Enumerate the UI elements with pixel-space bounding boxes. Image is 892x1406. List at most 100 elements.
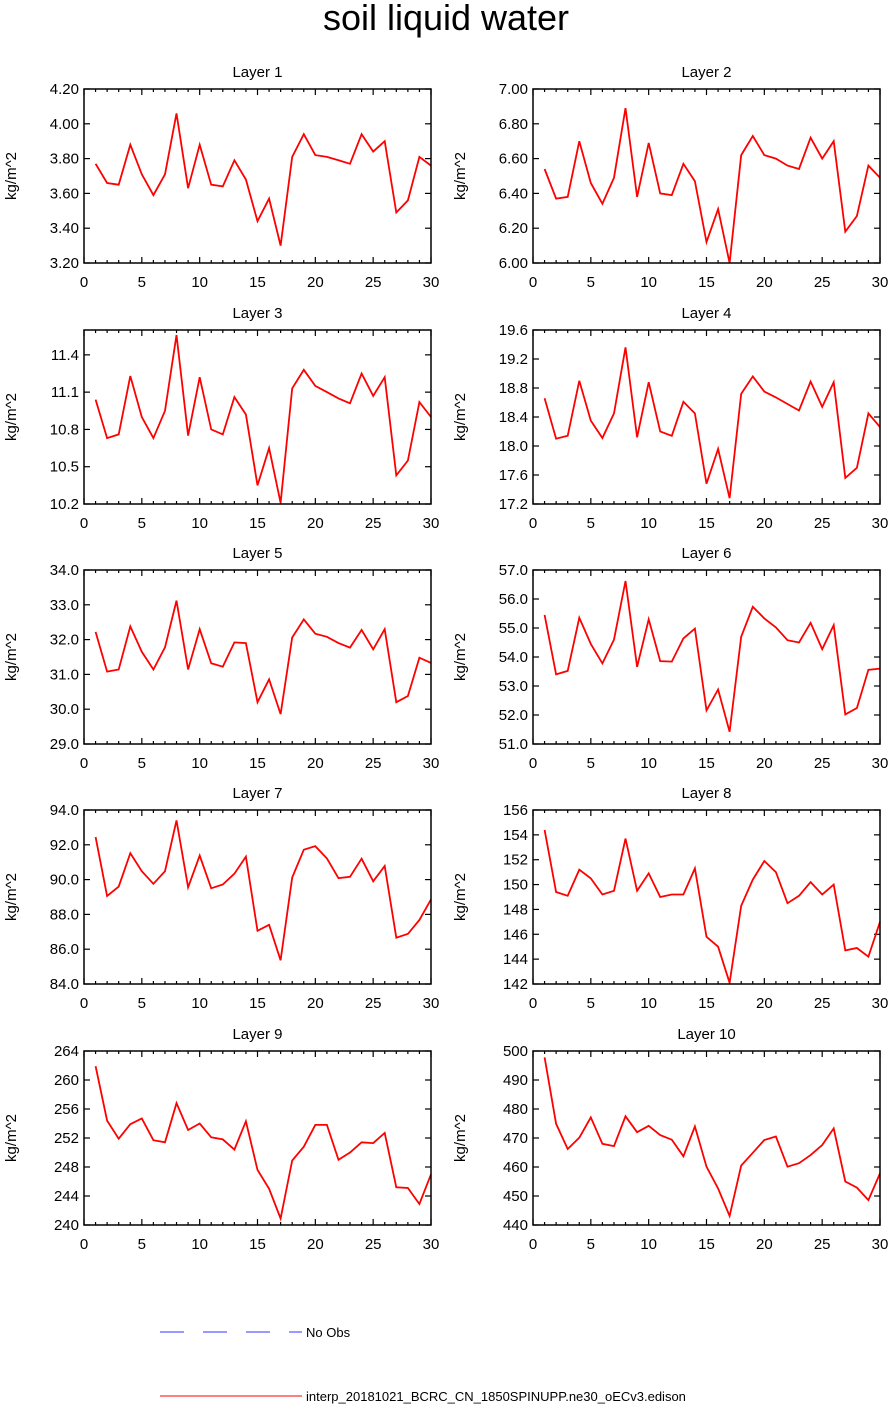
x-tick-label: 20 [307, 755, 324, 772]
panel-layer-7: Layer 7 kg/m^2 84.0 86.0 88.0 90.0 92.0 94.0 0 5 1… [3, 785, 439, 1012]
plot-frame [532, 88, 881, 264]
x-tick-label: 15 [698, 515, 715, 532]
x-tick-label: 25 [365, 755, 382, 772]
x-tick-label: 20 [307, 1236, 324, 1253]
series-line [94, 334, 432, 503]
plot-frame [532, 329, 881, 505]
x-tick-label: 15 [698, 755, 715, 772]
plot-frame [532, 1050, 881, 1226]
plot-frame [83, 329, 432, 505]
x-tick-label: 20 [756, 1236, 773, 1253]
series-line [543, 829, 881, 984]
y-tick-label: 31.0 [50, 666, 79, 683]
x-tick-label: 15 [249, 515, 266, 532]
panel-title: Layer 6 [681, 545, 731, 562]
y-tick-label: 490 [503, 1072, 528, 1089]
y-tick-label: 11.1 [51, 384, 79, 401]
x-tick-label: 0 [529, 755, 537, 772]
y-tick-label: 460 [503, 1159, 528, 1176]
x-tick-label: 25 [365, 995, 382, 1012]
x-tick-label: 20 [756, 755, 773, 772]
x-tick-label: 5 [587, 1236, 595, 1253]
y-axis-label: kg/m^2 [3, 1114, 20, 1162]
x-tick-label: 30 [872, 515, 889, 532]
plot-frame [83, 809, 432, 985]
x-tick-label: 30 [423, 995, 440, 1012]
x-tick-label: 15 [249, 1236, 266, 1253]
y-tick-label: 11.4 [51, 347, 79, 364]
x-tick-label: 25 [365, 515, 382, 532]
x-tick-label: 0 [529, 274, 537, 291]
y-tick-label: 154 [503, 827, 528, 844]
y-tick-label: 144 [503, 951, 528, 968]
panel-layer-1: Layer 1 kg/m^2 3.20 3.40 3.60 3.80 4.00 4.20 0 5 1… [3, 64, 439, 291]
x-tick-label: 0 [529, 515, 537, 532]
panel-grid: Layer 1kg/m^23.203.403.603.804.004.200 5 1… [3, 64, 888, 1253]
y-tick-label: 440 [503, 1217, 528, 1234]
y-tick-label: 6.80 [499, 116, 528, 133]
y-tick-label: 244 [54, 1188, 79, 1205]
panel-title: Layer 9 [232, 1026, 282, 1043]
y-tick-label: 6.40 [499, 185, 528, 202]
x-tick-label: 10 [191, 274, 208, 291]
plot-frame [83, 1050, 432, 1226]
y-tick-label: 6.20 [499, 220, 528, 237]
x-tick-label: 25 [814, 1236, 831, 1253]
x-tick-label: 0 [80, 755, 88, 772]
x-tick-label: 30 [872, 274, 889, 291]
x-tick-label: 15 [249, 995, 266, 1012]
x-tick-label: 20 [307, 995, 324, 1012]
x-tick-label: 20 [756, 515, 773, 532]
plot-frame [83, 88, 432, 264]
main-title: soil liquid water [323, 0, 569, 38]
series-line [94, 1066, 432, 1222]
y-tick-label: 54.0 [499, 649, 528, 666]
y-tick-label: 34.0 [50, 562, 79, 579]
x-tick-label: 5 [138, 1236, 146, 1253]
x-tick-label: 10 [191, 515, 208, 532]
y-tick-label: 52.0 [499, 707, 528, 724]
x-tick-label: 0 [529, 1236, 537, 1253]
x-tick-label: 15 [249, 755, 266, 772]
x-tick-label: 5 [138, 995, 146, 1012]
x-tick-label: 10 [191, 755, 208, 772]
panel-layer-4: Layer 4 kg/m^2 17.2 17.6 18.0 18.4 18.8 19.2 19.… [452, 305, 888, 532]
y-tick-label: 19.2 [499, 351, 528, 368]
x-tick-label: 10 [640, 755, 657, 772]
y-tick-label: 10.8 [50, 421, 79, 438]
y-axis-label: kg/m^2 [452, 873, 469, 921]
y-tick-label: 480 [503, 1101, 528, 1118]
x-tick-label: 15 [698, 274, 715, 291]
y-tick-label: 10.2 [50, 496, 79, 513]
panel-title: Layer 1 [232, 64, 282, 81]
y-tick-label: 146 [503, 926, 528, 943]
y-tick-label: 19.6 [499, 322, 528, 339]
x-tick-label: 30 [423, 515, 440, 532]
legend: No Obs interp_20181021_BCRC_CN_1850SPINU… [160, 1325, 686, 1404]
plot-frame [532, 569, 881, 745]
y-axis-label: kg/m^2 [3, 633, 20, 681]
panel-title: Layer 5 [232, 545, 282, 562]
y-tick-label: 90.0 [50, 872, 79, 889]
x-tick-label: 0 [80, 274, 88, 291]
y-tick-label: 3.80 [50, 151, 79, 168]
y-tick-label: 10.5 [50, 459, 79, 476]
y-tick-label: 260 [54, 1072, 79, 1089]
x-tick-label: 5 [587, 274, 595, 291]
x-tick-label: 0 [80, 995, 88, 1012]
y-tick-label: 256 [54, 1101, 79, 1118]
x-tick-label: 25 [814, 515, 831, 532]
x-tick-label: 5 [138, 274, 146, 291]
y-tick-label: 470 [503, 1130, 528, 1147]
y-tick-label: 6.00 [499, 255, 528, 272]
panel-title: Layer 2 [681, 64, 731, 81]
y-tick-label: 94.0 [50, 802, 79, 819]
y-tick-label: 248 [54, 1159, 79, 1176]
x-tick-label: 0 [529, 995, 537, 1012]
series-line [543, 107, 881, 264]
y-tick-label: 142 [503, 976, 528, 993]
panel-layer-9: Layer 9 kg/m^2 240 244 248 252 256 260 264 0 5 10 15… [3, 1026, 439, 1253]
panel-layer-8: Layer 8 kg/m^2 142 144 146 148 150 152 154 156 0 5 1… [452, 785, 888, 1012]
y-tick-label: 17.6 [499, 467, 528, 484]
